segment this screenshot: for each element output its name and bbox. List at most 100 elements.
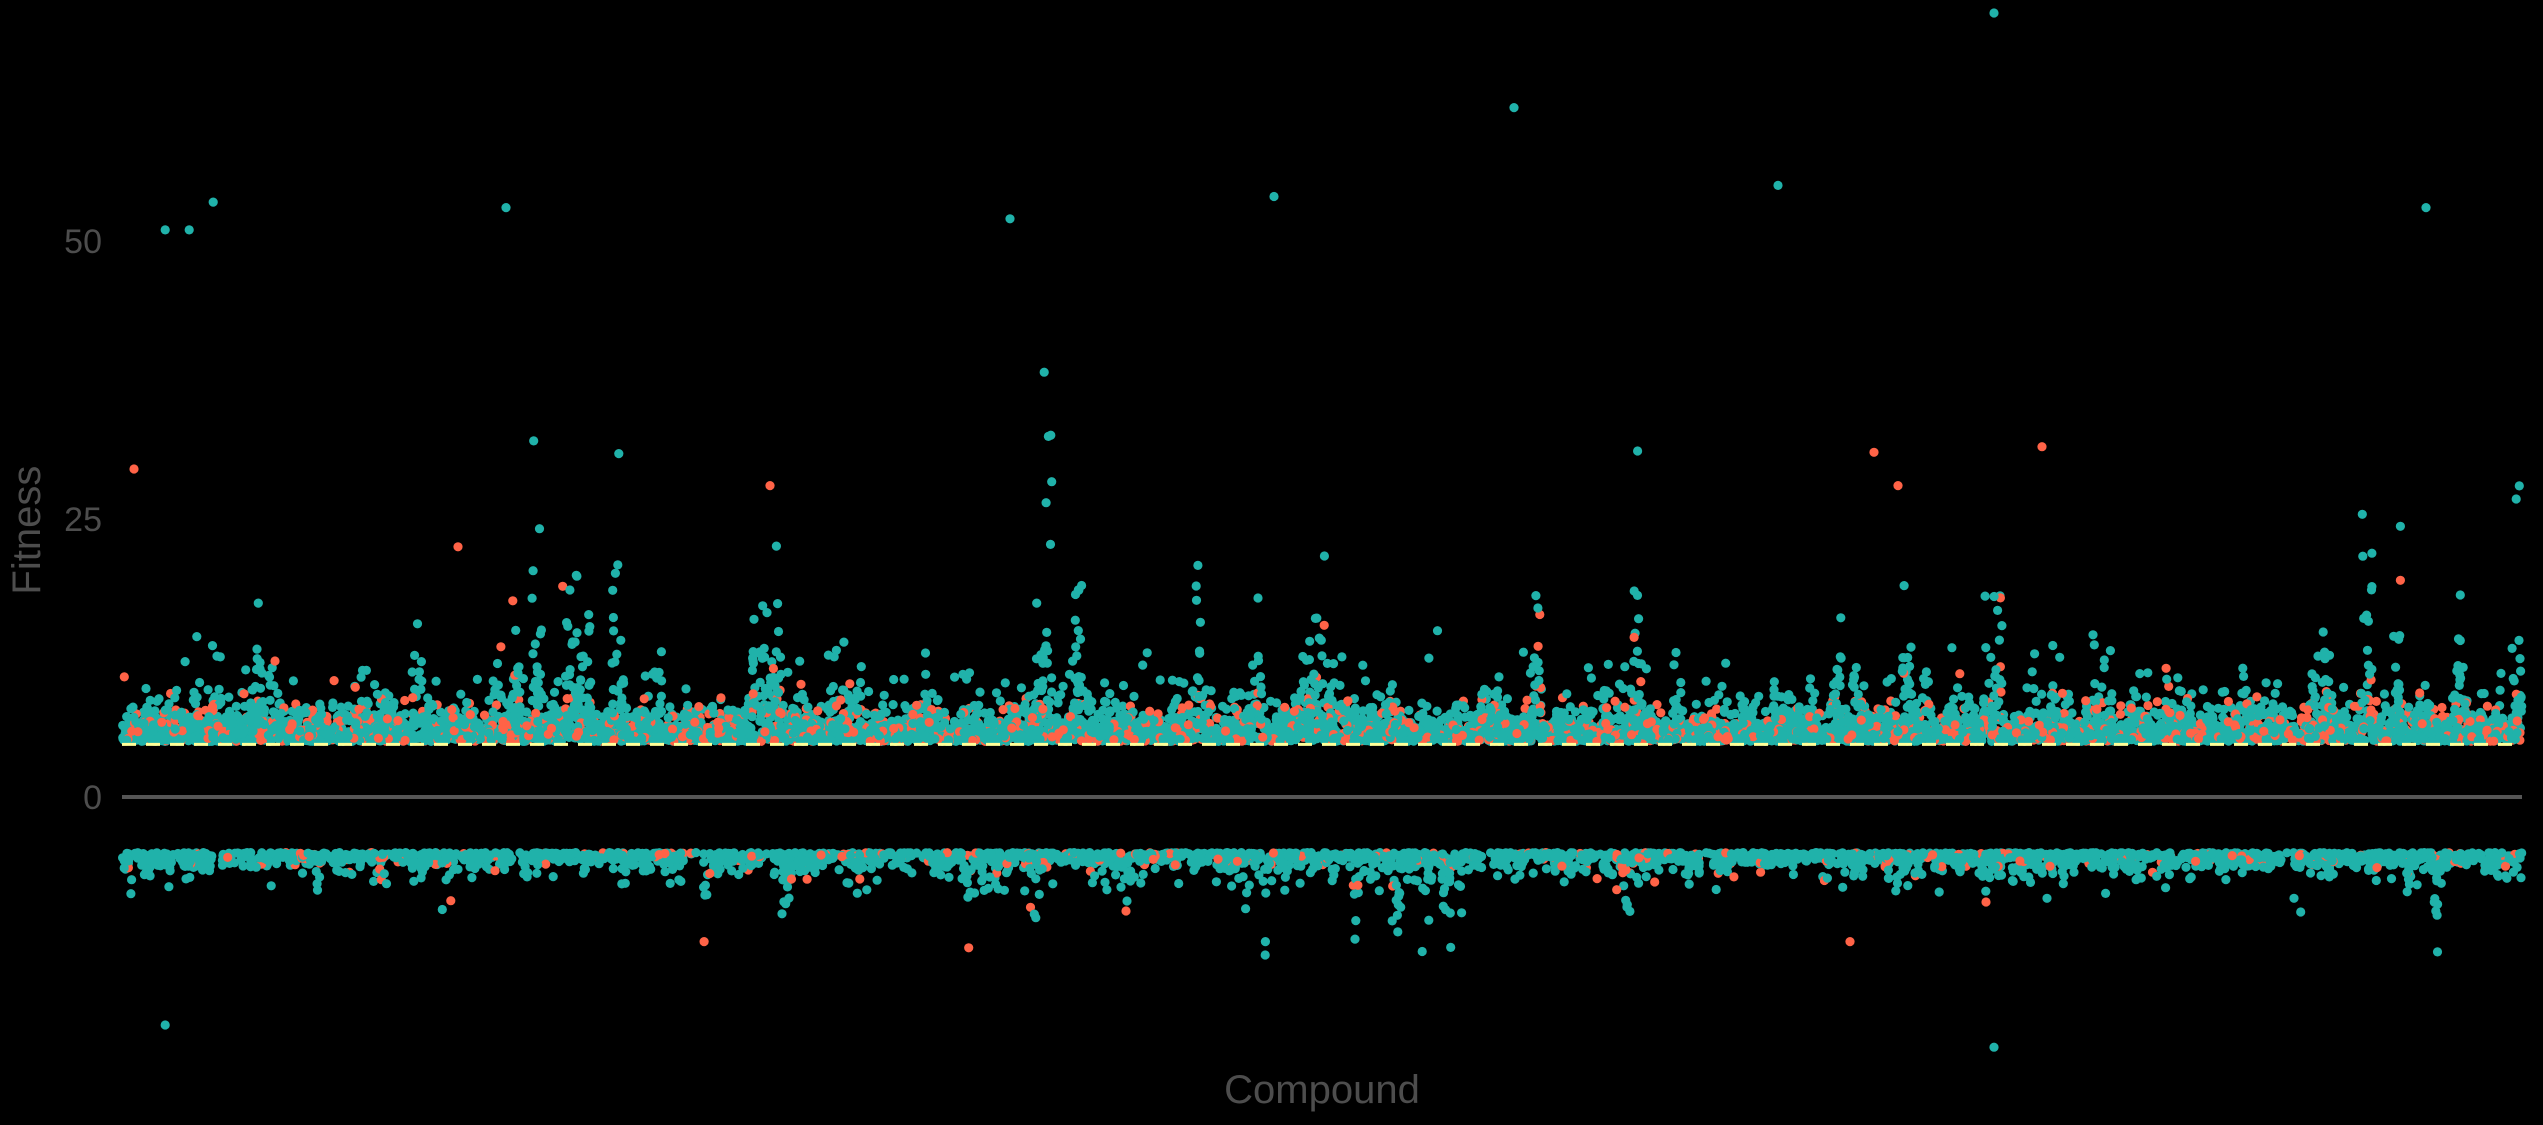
- data-point: [1358, 706, 1368, 716]
- data-point: [1955, 669, 1965, 679]
- data-point: [2362, 645, 2373, 655]
- data-point: [527, 593, 537, 603]
- data-point: [1047, 477, 1057, 487]
- data-point: [528, 566, 538, 576]
- data-point: [248, 685, 258, 695]
- data-point: [1194, 675, 1204, 686]
- data-point: [410, 684, 420, 694]
- data-point: [1997, 621, 2007, 631]
- data-point: [1195, 648, 1205, 658]
- data-point: [1917, 693, 1928, 703]
- data-point: [2509, 676, 2519, 686]
- data-point: [2239, 671, 2249, 682]
- data-point: [585, 622, 595, 632]
- data-point: [2206, 704, 2216, 714]
- data-point: [1632, 590, 1643, 601]
- data-point: [2048, 640, 2058, 651]
- data-point: [2048, 681, 2058, 691]
- data-point: [180, 657, 190, 667]
- data-point: [2437, 702, 2447, 713]
- data-point: [879, 690, 889, 700]
- data-point: [436, 707, 446, 717]
- data-point: [214, 684, 224, 694]
- data-point: [273, 688, 283, 699]
- data-point: [195, 677, 205, 688]
- data-point: [2367, 548, 2377, 558]
- data-point: [1073, 626, 1083, 636]
- data-point: [1632, 646, 1642, 656]
- data-point: [1518, 647, 1528, 657]
- data-point: [888, 700, 898, 710]
- data-point: [1206, 686, 1216, 696]
- data-point: [1042, 627, 1052, 638]
- data-point: [584, 610, 594, 620]
- data-point: [1570, 707, 1581, 717]
- data-point: [549, 687, 560, 697]
- data-point: [1656, 708, 1666, 718]
- data-point: [969, 700, 979, 711]
- data-point: [534, 701, 544, 711]
- data-point: [2022, 683, 2032, 693]
- data-point: [1253, 593, 1263, 603]
- data-point: [192, 632, 202, 642]
- data-point: [640, 671, 650, 681]
- data-point: [2496, 668, 2506, 679]
- data-point: [1040, 645, 1050, 655]
- data-point: [1129, 691, 1139, 702]
- data-point: [1899, 581, 1909, 591]
- data-point: [776, 669, 786, 680]
- data-point: [639, 694, 649, 704]
- data-point: [407, 667, 417, 677]
- data-point: [416, 657, 426, 667]
- data-point: [572, 571, 582, 581]
- data-point: [1620, 662, 1630, 672]
- data-point: [2313, 651, 2323, 661]
- data-point: [1534, 666, 1544, 676]
- data-point: [1671, 647, 1681, 658]
- data-point: [1633, 446, 1643, 456]
- data-point: [536, 625, 547, 635]
- data-point: [2029, 684, 2039, 694]
- data-point: [614, 449, 624, 459]
- data-point: [1494, 672, 1504, 682]
- data-point: [979, 708, 990, 718]
- data-point: [1195, 617, 1205, 627]
- data-point: [562, 694, 572, 704]
- data-point: [1404, 705, 1414, 716]
- data-point: [431, 676, 441, 686]
- data-point: [400, 695, 410, 706]
- data-point: [1071, 642, 1081, 652]
- data-point: [2031, 696, 2041, 707]
- data-point: [1722, 697, 1732, 707]
- data-point: [1191, 581, 1201, 591]
- data-point: [1989, 691, 1999, 701]
- data-point: [610, 568, 621, 578]
- data-point: [488, 676, 498, 686]
- data-point: [2037, 689, 2047, 699]
- data-point: [1016, 683, 1026, 693]
- data-point: [1996, 687, 2006, 697]
- data-point: [1760, 706, 1771, 717]
- data-point: [1993, 605, 2003, 616]
- data-point: [991, 688, 1002, 698]
- data-point: [607, 658, 617, 668]
- data-point: [1847, 680, 1858, 690]
- data-point: [2482, 701, 2492, 711]
- data-point: [1583, 663, 1593, 673]
- data-point: [2238, 663, 2248, 673]
- data-point: [1493, 686, 1503, 696]
- data-point: [1039, 367, 1049, 377]
- data-point: [203, 685, 213, 695]
- data-point: [553, 677, 563, 687]
- data-point: [534, 524, 545, 534]
- data-point: [239, 701, 250, 711]
- data-point: [1432, 706, 1442, 716]
- data-point: [2135, 669, 2145, 679]
- data-point: [2287, 710, 2298, 721]
- data-point: [656, 691, 667, 701]
- data-point: [2357, 509, 2367, 519]
- data-point: [530, 639, 540, 649]
- data-point: [1221, 704, 1232, 714]
- data-point: [239, 689, 249, 699]
